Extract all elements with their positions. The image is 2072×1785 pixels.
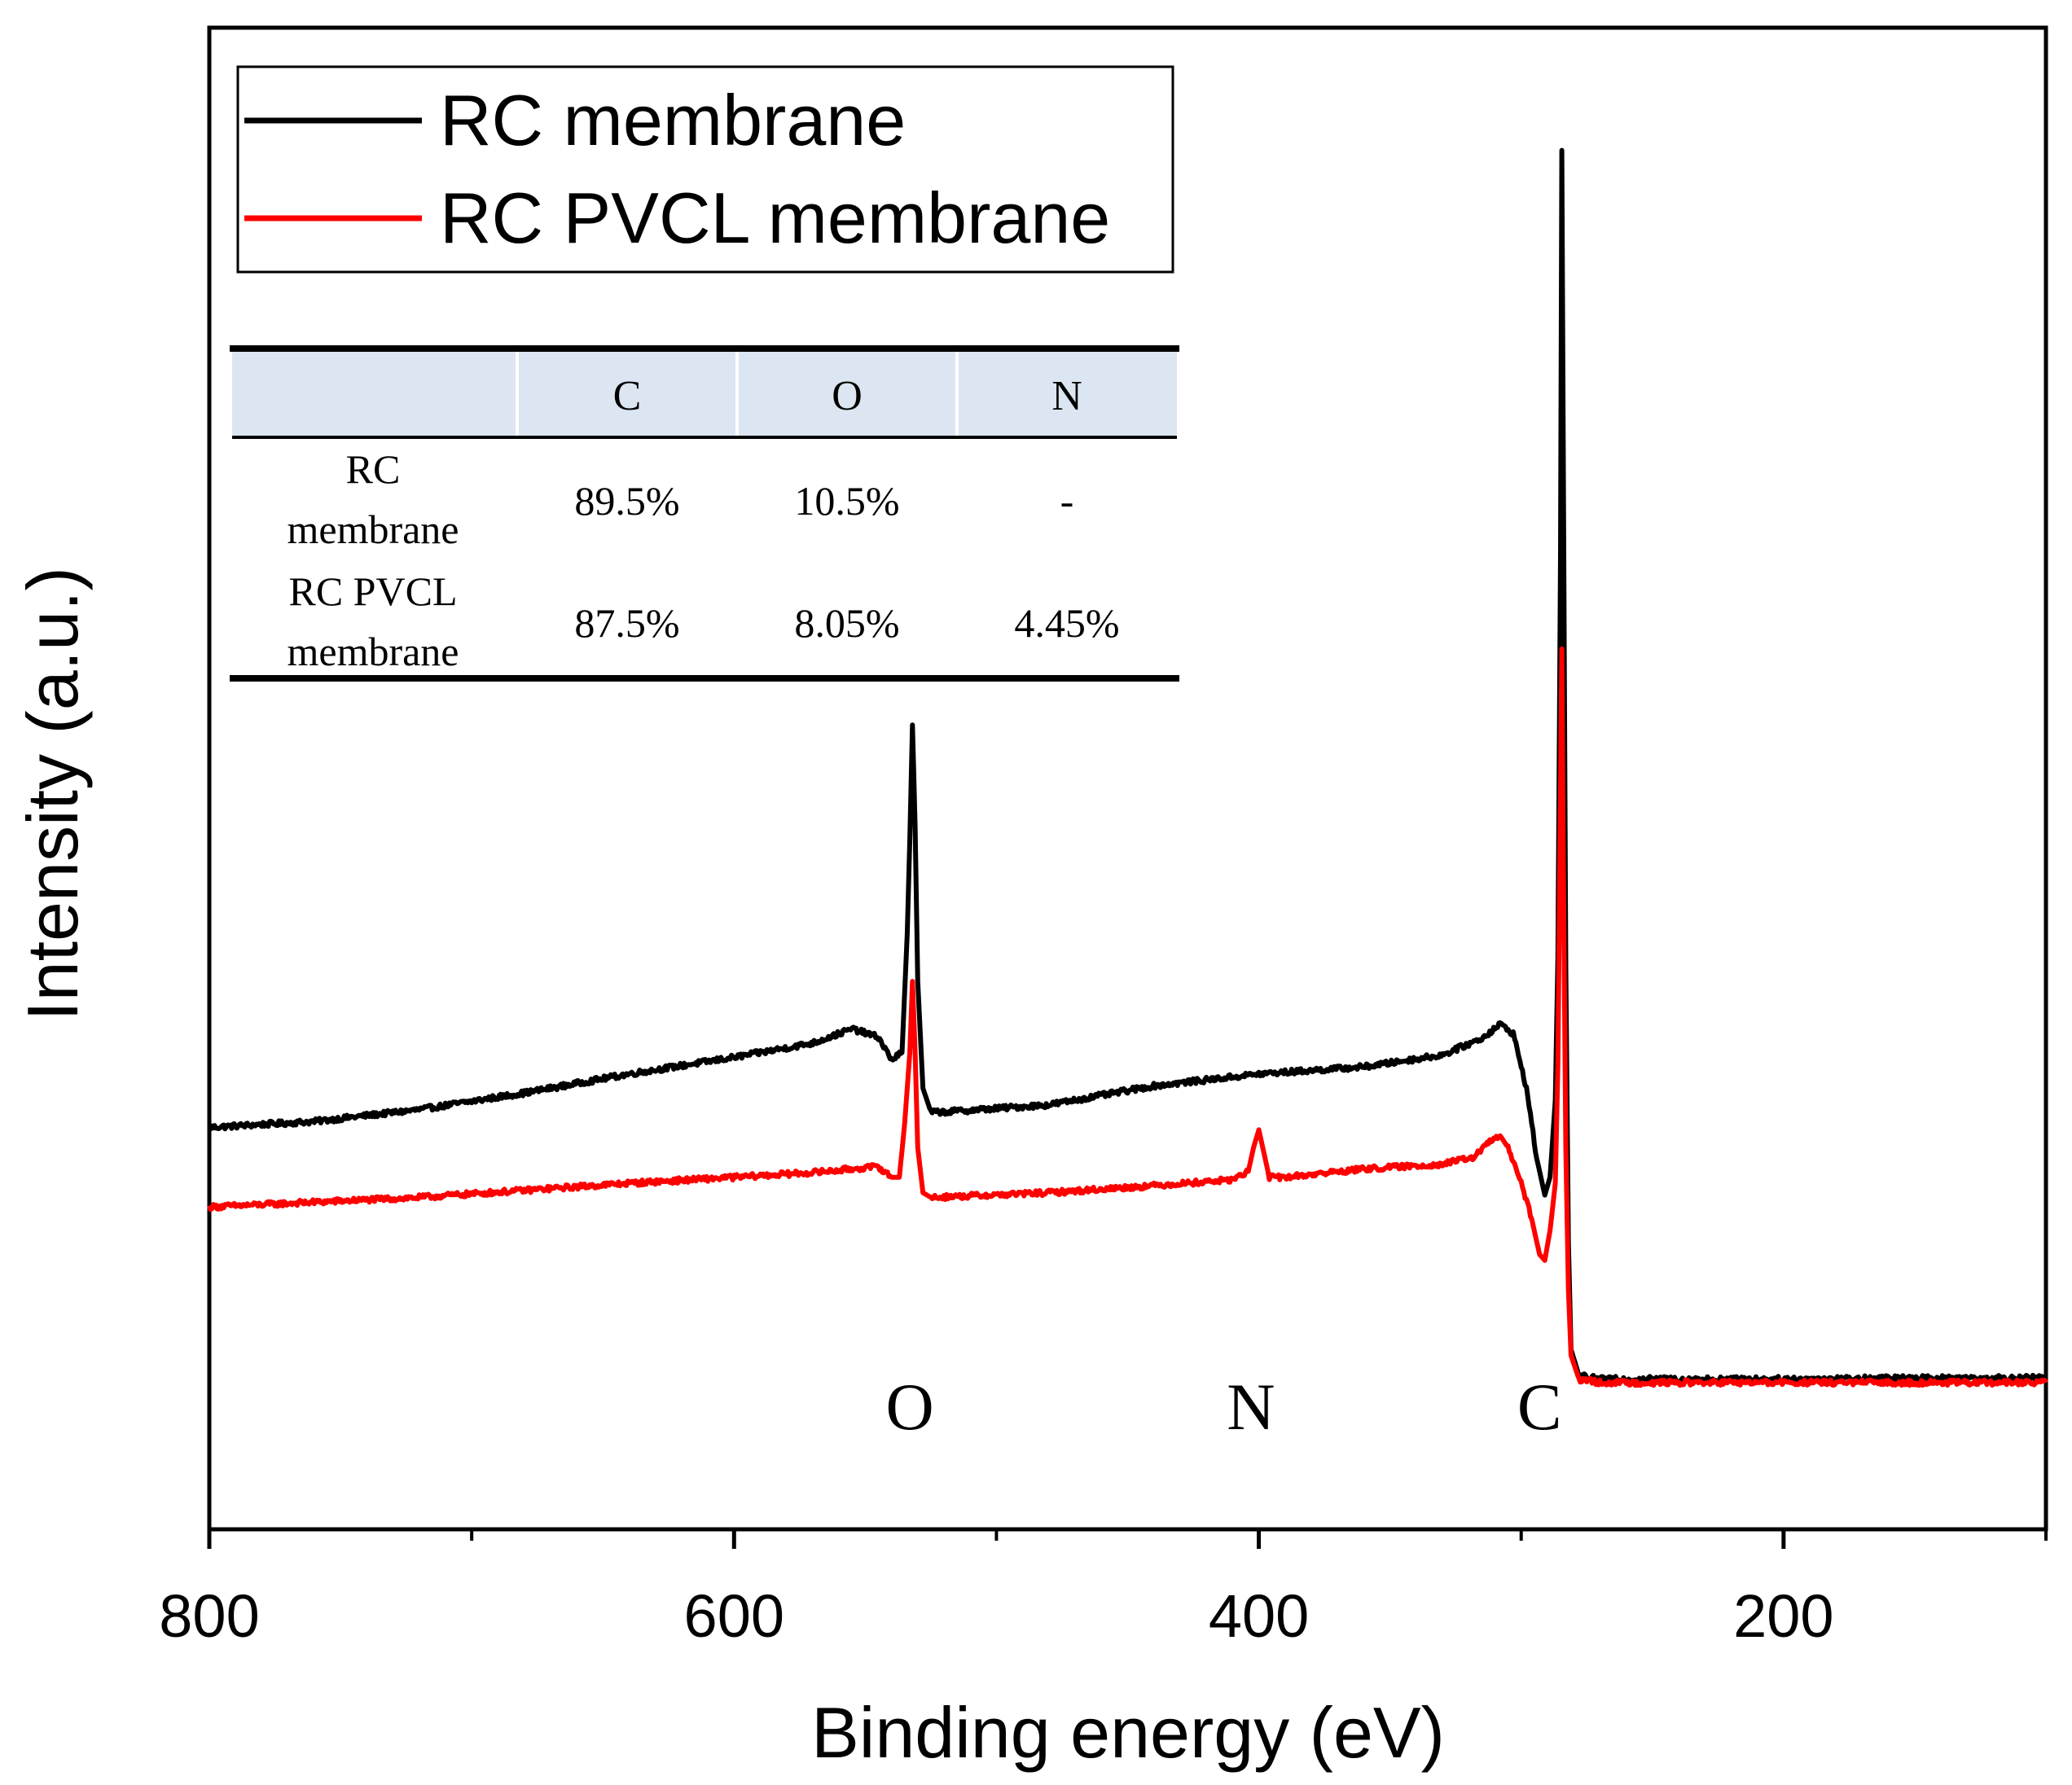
tick-layer: 800 600 400 200: [159, 1529, 2048, 1650]
table-header-bg: [232, 349, 1177, 436]
legend-label-rc-pvcl: RC PVCL membrane: [440, 178, 1110, 258]
table-row-2-n: 4.45%: [1014, 600, 1119, 646]
table-row-1-o: 10.5%: [794, 478, 899, 524]
x-tick-label: 600: [684, 1582, 784, 1650]
x-tick-label: 400: [1209, 1582, 1309, 1650]
series-layer: [207, 147, 2048, 1388]
table-row-2-name-line1: RC PVCL: [288, 568, 457, 614]
legend: RC membrane RC PVCL membrane: [236, 65, 1174, 274]
peak-label-o: O: [886, 1370, 934, 1444]
table-header-c: C: [613, 373, 642, 419]
table-row-2-c: 87.5%: [574, 600, 679, 646]
legend-box: [236, 65, 1174, 274]
table-row-1-name-line1: RC: [346, 446, 401, 492]
y-axis-label: Intensity (a.u.): [12, 567, 93, 1021]
x-tick-label: 200: [1733, 1582, 1833, 1650]
table-row-1-name-line2: membrane: [287, 507, 459, 552]
table-header-n: N: [1051, 373, 1082, 419]
table-row-1-c: 89.5%: [574, 478, 679, 524]
legend-label-rc: RC membrane: [440, 80, 906, 160]
composition-table: C O N RC membrane 89.5% 10.5% - RC PVCL …: [230, 345, 1179, 682]
x-axis-label: Binding energy (eV): [811, 1692, 1445, 1773]
x-tick-label: 800: [159, 1582, 259, 1650]
plot-frame: [207, 25, 2048, 1532]
peak-label-n: N: [1227, 1370, 1275, 1444]
table-row-2-name-line2: membrane: [287, 629, 459, 674]
peak-label-c: C: [1517, 1370, 1562, 1444]
table-row-2-o: 8.05%: [794, 600, 899, 646]
table-row-1-n: -: [1060, 478, 1074, 524]
series-line-rc-pvcl-membrane: [207, 646, 2048, 1388]
table-header-o: O: [832, 373, 863, 419]
